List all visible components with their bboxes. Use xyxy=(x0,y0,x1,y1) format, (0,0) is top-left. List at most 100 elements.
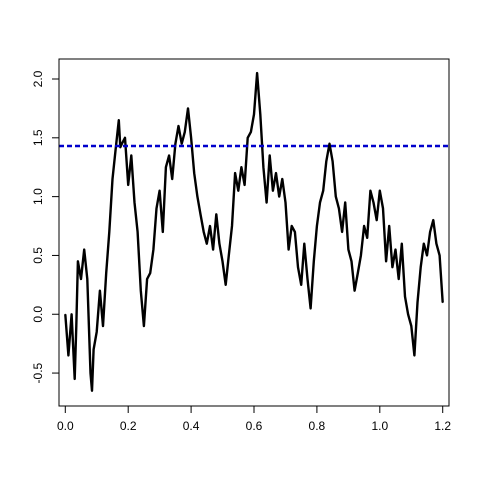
data-point xyxy=(237,190,239,192)
data-point xyxy=(259,113,261,115)
data-point xyxy=(360,254,362,256)
data-point xyxy=(366,237,368,239)
data-point xyxy=(350,260,353,262)
data-point xyxy=(228,254,230,256)
data-point xyxy=(344,201,346,204)
data-point xyxy=(162,231,164,233)
data-point xyxy=(143,325,145,327)
data-point xyxy=(322,190,324,192)
data-point xyxy=(372,201,375,204)
data-point xyxy=(385,260,387,262)
data-point xyxy=(177,125,180,127)
data-point xyxy=(325,160,327,162)
data-point xyxy=(369,190,371,192)
data-point xyxy=(124,137,126,139)
data-point xyxy=(171,178,173,180)
data-point xyxy=(127,184,129,186)
data-point xyxy=(99,290,101,292)
data-point xyxy=(357,272,359,274)
data-point xyxy=(335,196,337,198)
data-point xyxy=(310,307,312,309)
y-tick-label: 1.5 xyxy=(31,129,45,146)
data-point xyxy=(149,272,151,274)
data-point xyxy=(218,243,220,245)
y-axis: -0.5 0.0 0.5 1.0 1.5 2.0 xyxy=(31,70,60,383)
data-point xyxy=(133,201,136,204)
data-point xyxy=(341,231,343,233)
data-point xyxy=(250,131,252,133)
y-tick-label: 1.0 xyxy=(31,188,45,205)
data-point xyxy=(193,172,195,174)
data-point xyxy=(284,201,287,204)
x-tick-label: 0.8 xyxy=(309,419,326,433)
series-layer xyxy=(64,71,444,392)
data-point xyxy=(80,278,82,280)
data-point xyxy=(288,249,290,251)
data-point xyxy=(83,249,85,251)
data-point xyxy=(316,225,318,227)
data-point xyxy=(155,207,158,209)
x-tick-label: 0.2 xyxy=(120,419,137,433)
data-point xyxy=(89,372,92,374)
data-point xyxy=(328,143,331,145)
data-point xyxy=(347,249,349,251)
data-point xyxy=(394,249,397,251)
y-tick-label: -0.5 xyxy=(31,362,45,383)
data-point xyxy=(247,137,249,139)
series-line-0 xyxy=(64,71,444,392)
data-point xyxy=(306,278,309,280)
data-point xyxy=(404,296,406,298)
x-tick-label: 0.0 xyxy=(57,419,74,433)
data-point xyxy=(212,249,214,251)
data-point xyxy=(363,225,365,227)
data-point xyxy=(86,278,88,280)
data-point xyxy=(102,325,104,327)
data-point xyxy=(152,249,154,251)
data-point xyxy=(240,166,242,168)
data-point xyxy=(319,201,321,204)
data-point xyxy=(111,178,114,180)
data-point xyxy=(391,266,393,268)
data-point xyxy=(71,313,73,315)
data-point xyxy=(291,225,293,227)
data-point xyxy=(332,160,334,162)
data-point xyxy=(234,172,236,174)
data-point xyxy=(432,219,434,221)
data-point xyxy=(221,260,224,262)
y-tick-label: 2.0 xyxy=(31,70,45,87)
data-point xyxy=(303,243,305,245)
data-point xyxy=(407,313,409,315)
data-point xyxy=(297,266,299,268)
data-point xyxy=(77,260,79,262)
data-point xyxy=(115,149,117,151)
data-point xyxy=(420,266,422,268)
data-point xyxy=(266,201,268,204)
data-point xyxy=(140,290,142,292)
data-point xyxy=(206,243,208,245)
data-point xyxy=(275,172,277,174)
data-point xyxy=(105,272,107,274)
data-point xyxy=(398,278,400,280)
data-point xyxy=(253,113,255,115)
data-point xyxy=(413,354,415,356)
data-point xyxy=(174,143,176,145)
y-tick-label: 0.0 xyxy=(31,306,45,323)
data-point xyxy=(442,301,444,304)
x-tick-label: 1.0 xyxy=(371,419,388,433)
data-point xyxy=(67,354,69,356)
data-point xyxy=(137,231,139,233)
data-point xyxy=(159,190,161,192)
data-point xyxy=(165,166,167,168)
data-point xyxy=(410,325,412,327)
data-point xyxy=(203,231,205,233)
data-point xyxy=(439,254,441,256)
y-tick-label: 0.5 xyxy=(31,247,45,264)
data-point xyxy=(435,243,437,245)
data-point xyxy=(376,219,378,221)
data-point xyxy=(269,154,271,157)
data-point xyxy=(429,231,431,233)
data-point xyxy=(388,225,390,227)
data-point xyxy=(121,143,123,145)
